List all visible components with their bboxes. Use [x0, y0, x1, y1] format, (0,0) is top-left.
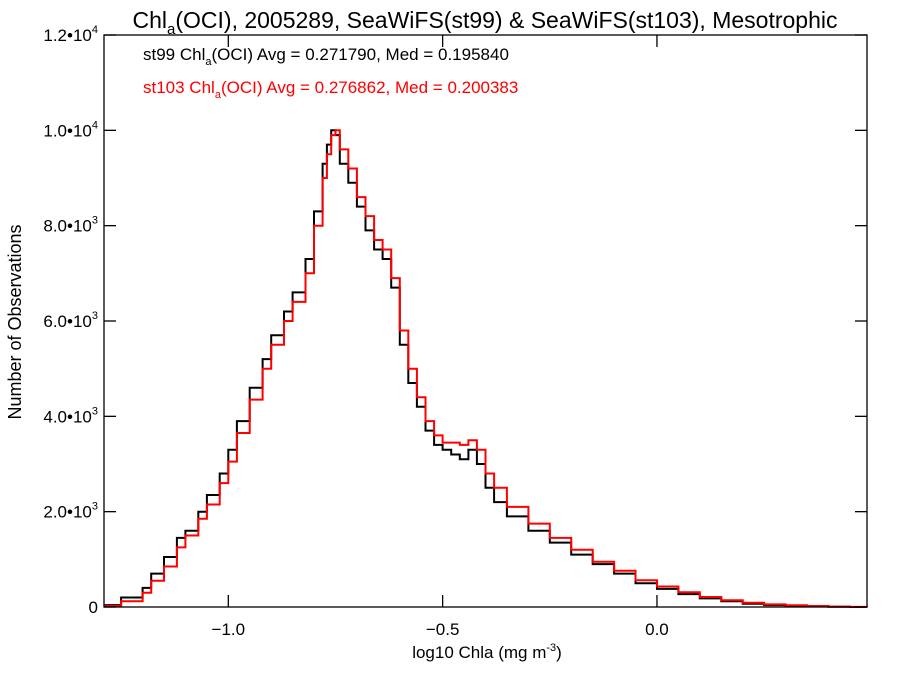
y-axis-label: Number of Observations — [5, 224, 25, 419]
y-tick-exponent: 4 — [92, 24, 98, 36]
x-tick-label: −0.5 — [426, 620, 460, 639]
y-tick-mantissa: 8.0•10 — [43, 217, 92, 236]
y-tick-exponent: 3 — [92, 310, 98, 322]
y-tick-mantissa: 1.2•10 — [43, 26, 92, 45]
y-tick-label: 1.0•104 — [43, 119, 98, 140]
chart-title-subscript: a — [167, 21, 176, 38]
y-tick-label: 2.0•103 — [43, 501, 98, 522]
y-tick-label: 6.0•103 — [43, 310, 98, 331]
y-tick-mantissa: 0 — [89, 598, 98, 617]
y-tick-mantissa: 6.0•10 — [43, 312, 92, 331]
y-tick-label: 1.2•104 — [43, 24, 98, 45]
x-axis-label: log10 Chla (mg m-3) — [412, 642, 562, 662]
y-tick-label: 8.0•103 — [43, 215, 98, 236]
x-axis-label-superscript: -3 — [546, 642, 556, 654]
x-tick-label: −1.0 — [212, 620, 246, 639]
y-tick-mantissa: 1.0•10 — [43, 121, 92, 140]
x-axis-label-prefix: log10 Chla (mg m — [412, 643, 546, 662]
stats-annotation-1: st103 Chla(OCI) Avg = 0.276862, Med = 0.… — [143, 78, 518, 101]
y-tick-mantissa: 4.0•10 — [43, 407, 92, 426]
chart-title-prefix: Chl — [133, 7, 168, 33]
y-tick-exponent: 3 — [92, 215, 98, 227]
chart-title-suffix: (OCI), 2005289, SeaWiFS(st99) & SeaWiFS(… — [175, 7, 837, 33]
series-1-line — [104, 129, 868, 608]
chart-title: Chla(OCI), 2005289, SeaWiFS(st99) & SeaW… — [133, 7, 838, 38]
y-tick-mantissa: 2.0•10 — [43, 503, 92, 522]
y-tick-exponent: 4 — [92, 119, 98, 131]
x-tick-label: 0.0 — [645, 620, 669, 639]
y-tick-exponent: 3 — [92, 501, 98, 513]
y-tick-exponent: 3 — [92, 405, 98, 417]
y-tick-label: 0 — [89, 598, 98, 617]
series-0-line — [104, 129, 867, 608]
series-layer — [104, 129, 868, 608]
plot-frame — [103, 34, 868, 608]
stats-annotation-0: st99 Chla(OCI) Avg = 0.271790, Med = 0.1… — [143, 45, 509, 68]
y-tick-label: 4.0•103 — [43, 405, 98, 426]
ticks-layer: −1.0 −0.5 0.002.0•1034.0•1036.0•1038.0•103… — [43, 24, 867, 639]
x-axis-label-suffix: ) — [556, 643, 562, 662]
annotations-layer: st99 Chla(OCI) Avg = 0.271790, Med = 0.1… — [143, 45, 518, 101]
